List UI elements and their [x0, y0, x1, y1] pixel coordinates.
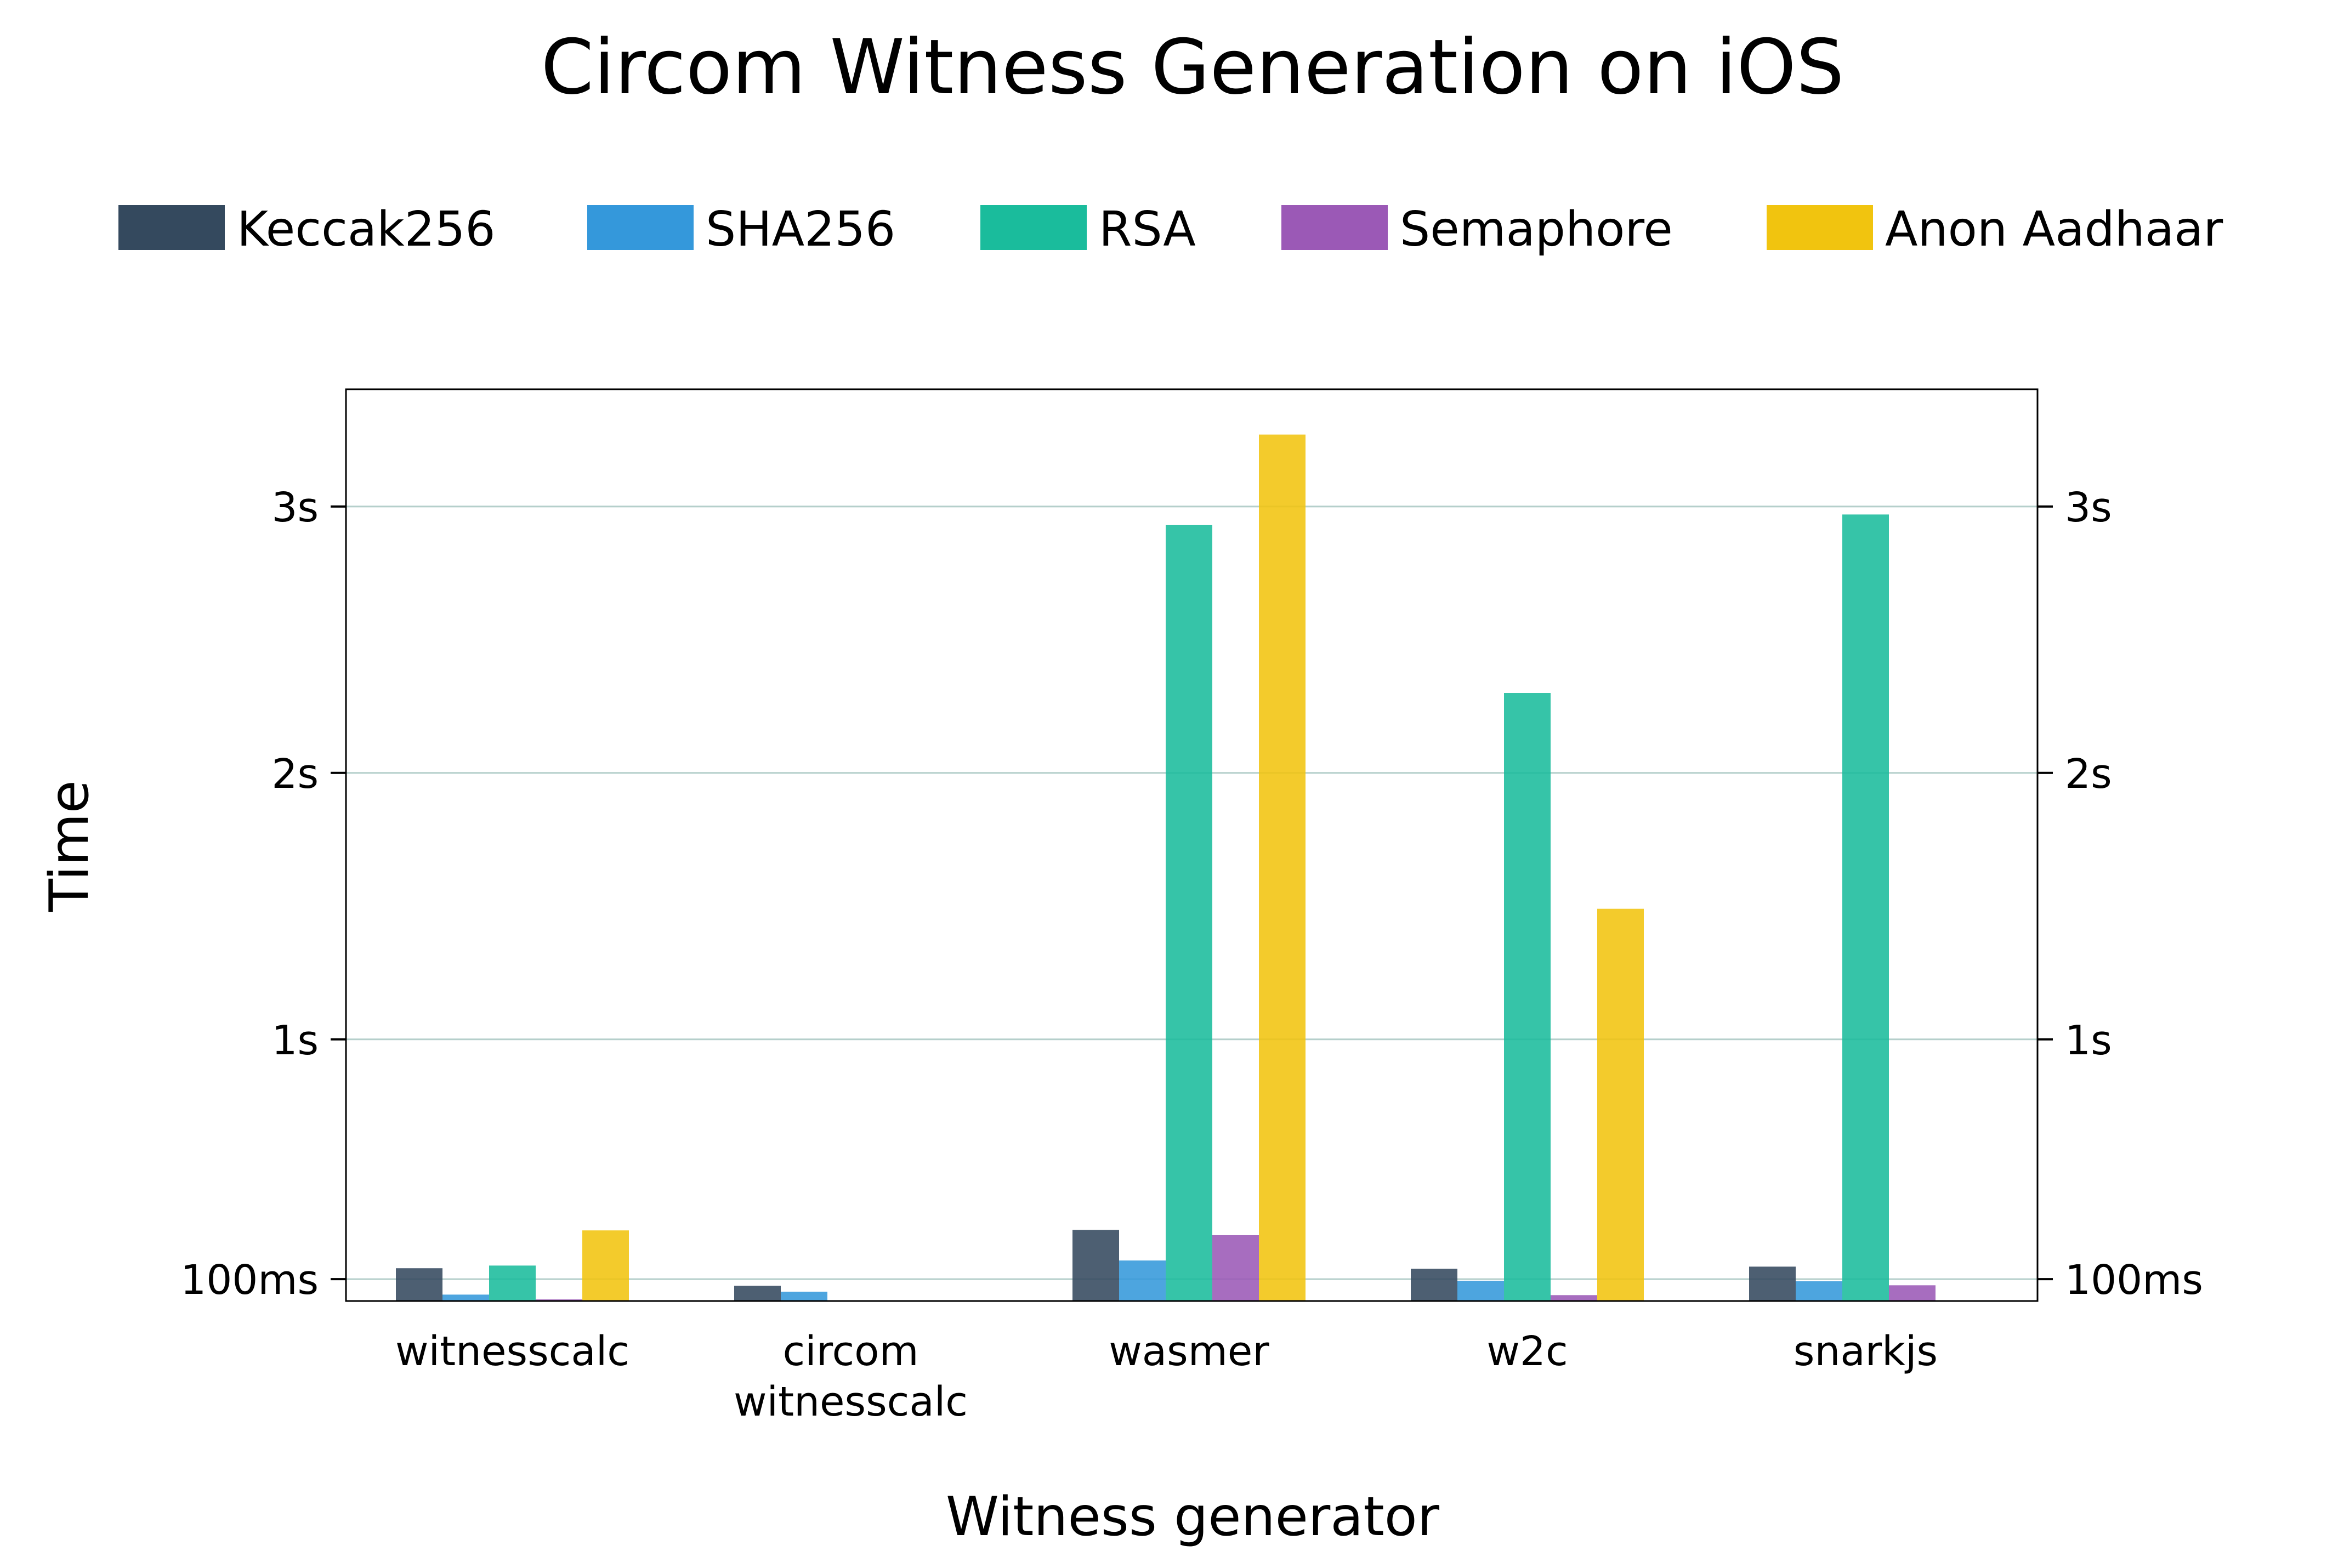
bar-keccak256-0	[396, 1268, 442, 1301]
bar-sha256-2	[1119, 1260, 1166, 1301]
y-tick-label-right: 3s	[2065, 484, 2112, 531]
y-tick-label-left: 1s	[271, 1017, 319, 1064]
bar-sha256-4	[1796, 1281, 1842, 1301]
y-tick-label-left: 2s	[271, 751, 319, 798]
legend-swatch-4	[1767, 205, 1873, 250]
bar-semaphore-4	[1889, 1285, 1936, 1301]
legend-swatch-1	[587, 205, 694, 250]
y-tick-label-right: 100ms	[2065, 1257, 2203, 1304]
legend-label: Anon Aadhaar	[1885, 201, 2223, 257]
x-tick-label: circom	[782, 1328, 918, 1375]
legend-swatch-0	[118, 205, 225, 250]
legend-swatch-2	[980, 205, 1087, 250]
bar-rsa-4	[1842, 514, 1889, 1301]
bar-semaphore-3	[1551, 1295, 1597, 1301]
x-tick-label: witnesscalc	[734, 1378, 968, 1425]
bar-anon-aadhaar-0	[582, 1230, 629, 1301]
bar-anon-aadhaar-2	[1259, 434, 1306, 1301]
y-tick-label-right: 1s	[2065, 1017, 2112, 1064]
bar-keccak256-3	[1411, 1269, 1457, 1301]
x-tick-label: witnesscalc	[395, 1328, 629, 1375]
x-tick-label: w2c	[1486, 1328, 1568, 1375]
bar-sha256-3	[1457, 1281, 1504, 1301]
legend-label: Semaphore	[1400, 201, 1673, 257]
bar-rsa-0	[489, 1265, 536, 1301]
x-tick-label: snarkjs	[1794, 1328, 1938, 1375]
y-tick-label-left: 3s	[271, 484, 319, 531]
y-tick-label-left: 100ms	[180, 1257, 319, 1304]
bar-anon-aadhaar-3	[1597, 908, 1644, 1301]
legend: Keccak256 SHA256 RSA Semaphore Anon Aadhaar	[118, 201, 2223, 257]
y-axis-label: Time	[38, 780, 101, 912]
y-tick-label-right: 2s	[2065, 751, 2112, 798]
chart-title: Circom Witness Generation on iOS	[541, 23, 1844, 111]
bar-rsa-3	[1504, 693, 1551, 1301]
legend-label: RSA	[1099, 201, 1196, 257]
plot-frame	[345, 388, 2039, 1302]
bar-sha256-1	[781, 1291, 827, 1301]
bar-keccak256-4	[1749, 1266, 1796, 1301]
x-tick-label: wasmer	[1109, 1328, 1269, 1375]
bar-sha256-0	[442, 1294, 489, 1301]
legend-swatch-3	[1281, 205, 1388, 250]
bar-keccak256-1	[734, 1286, 781, 1301]
y-ticks: 100ms 100ms 1s 1s 2s 2s 3s 3s	[180, 484, 2203, 1304]
x-axis-label: Witness generator	[946, 1486, 1440, 1548]
bars	[396, 434, 1936, 1301]
bar-keccak256-2	[1072, 1230, 1119, 1301]
bar-semaphore-2	[1212, 1235, 1259, 1301]
legend-label: SHA256	[706, 201, 895, 257]
legend-label: Keccak256	[237, 201, 496, 257]
bar-rsa-2	[1166, 525, 1212, 1301]
